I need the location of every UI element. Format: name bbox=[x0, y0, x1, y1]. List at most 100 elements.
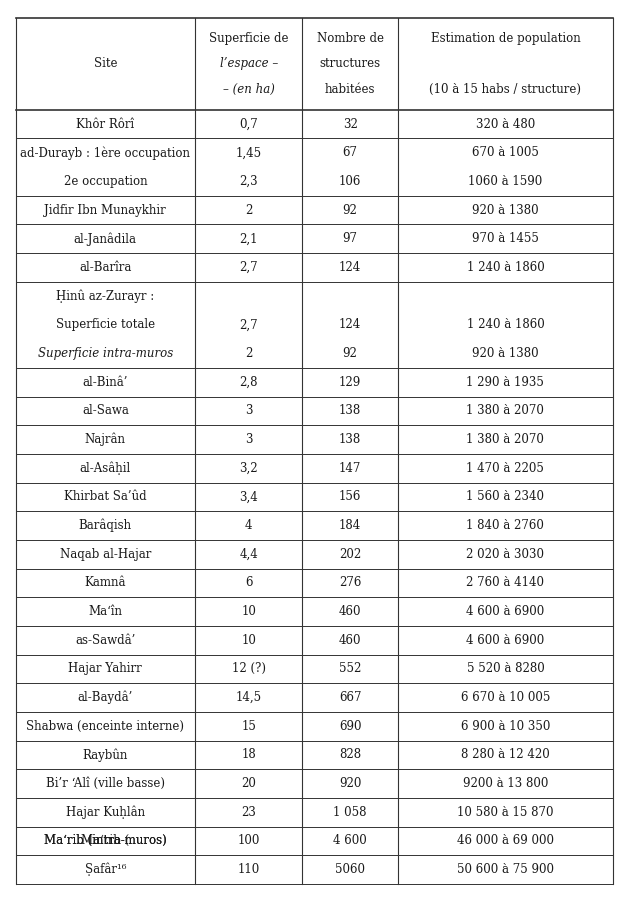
Text: Ṣafâr¹⁶: Ṣafâr¹⁶ bbox=[85, 863, 126, 877]
Text: 2,7: 2,7 bbox=[240, 261, 258, 274]
Text: ad-Durayb : 1ère occupation: ad-Durayb : 1ère occupation bbox=[20, 146, 191, 160]
Text: 8 280 à 12 420: 8 280 à 12 420 bbox=[461, 749, 550, 761]
Text: 2e occupation: 2e occupation bbox=[64, 175, 147, 188]
Text: 552: 552 bbox=[339, 662, 361, 676]
Text: 92: 92 bbox=[343, 204, 358, 216]
Text: 10: 10 bbox=[241, 634, 256, 647]
Text: 2 760 à 4140: 2 760 à 4140 bbox=[467, 576, 545, 589]
Text: Ma‘rib (intra-muros): Ma‘rib (intra-muros) bbox=[44, 834, 167, 848]
Text: 15: 15 bbox=[241, 720, 256, 732]
Text: al-Baydâ’: al-Baydâ’ bbox=[77, 691, 133, 704]
Text: al-Sawa: al-Sawa bbox=[82, 404, 129, 418]
Text: Najrân: Najrân bbox=[85, 433, 126, 446]
Text: al-Asâḥil: al-Asâḥil bbox=[80, 462, 131, 475]
Text: 1 058: 1 058 bbox=[334, 805, 367, 819]
Text: 3,4: 3,4 bbox=[240, 491, 258, 503]
Text: 138: 138 bbox=[339, 433, 361, 446]
Text: 920 à 1380: 920 à 1380 bbox=[472, 204, 539, 216]
Text: 667: 667 bbox=[339, 691, 361, 704]
Text: 4 600 à 6900: 4 600 à 6900 bbox=[466, 634, 545, 647]
Text: 124: 124 bbox=[339, 318, 361, 331]
Text: 100: 100 bbox=[238, 834, 260, 848]
Text: 202: 202 bbox=[339, 548, 361, 561]
Text: 10: 10 bbox=[241, 605, 256, 618]
Text: 9200 à 13 800: 9200 à 13 800 bbox=[463, 778, 548, 790]
Text: 1,45: 1,45 bbox=[236, 146, 262, 160]
Text: 3,2: 3,2 bbox=[240, 462, 258, 474]
Text: 4 600: 4 600 bbox=[333, 834, 367, 848]
Text: Barâqish: Barâqish bbox=[79, 519, 132, 532]
Text: 690: 690 bbox=[339, 720, 361, 732]
Text: al-Barîra: al-Barîra bbox=[79, 261, 131, 274]
Text: l’espace –: l’espace – bbox=[220, 58, 278, 70]
Text: 670 à 1005: 670 à 1005 bbox=[472, 146, 539, 160]
Text: Superficie de: Superficie de bbox=[209, 32, 288, 45]
Text: 828: 828 bbox=[339, 749, 361, 761]
Text: 67: 67 bbox=[343, 146, 358, 160]
Text: 138: 138 bbox=[339, 404, 361, 418]
Text: 1060 à 1590: 1060 à 1590 bbox=[469, 175, 542, 188]
Text: al-Binâ’: al-Binâ’ bbox=[82, 376, 128, 389]
Text: habitées: habitées bbox=[325, 83, 375, 97]
Text: 3: 3 bbox=[245, 433, 253, 446]
Text: Superficie intra-muros: Superficie intra-muros bbox=[38, 347, 173, 360]
Text: 1 380 à 2070: 1 380 à 2070 bbox=[467, 433, 544, 446]
Text: Naqab al-Hajar: Naqab al-Hajar bbox=[59, 548, 151, 561]
Text: 4: 4 bbox=[245, 519, 253, 532]
Text: 124: 124 bbox=[339, 261, 361, 274]
Text: 1 380 à 2070: 1 380 à 2070 bbox=[467, 404, 544, 418]
Text: Estimation de population: Estimation de population bbox=[431, 32, 580, 45]
Text: 147: 147 bbox=[339, 462, 361, 474]
Text: 920 à 1380: 920 à 1380 bbox=[472, 347, 539, 360]
Text: 129: 129 bbox=[339, 376, 361, 389]
Text: 106: 106 bbox=[339, 175, 361, 188]
Text: 5060: 5060 bbox=[335, 863, 365, 876]
Text: 1 470 à 2205: 1 470 à 2205 bbox=[467, 462, 544, 474]
Text: 156: 156 bbox=[339, 491, 361, 503]
Text: Ma‘rib (: Ma‘rib ( bbox=[81, 834, 129, 848]
Text: 970 à 1455: 970 à 1455 bbox=[472, 233, 539, 245]
Text: 184: 184 bbox=[339, 519, 361, 532]
Text: 460: 460 bbox=[339, 605, 361, 618]
Text: 10 580 à 15 870: 10 580 à 15 870 bbox=[457, 805, 553, 819]
Text: 276: 276 bbox=[339, 576, 361, 589]
Text: Ma‘în: Ma‘în bbox=[89, 605, 123, 618]
Text: Kamnâ: Kamnâ bbox=[85, 576, 126, 589]
Text: 4 600 à 6900: 4 600 à 6900 bbox=[466, 605, 545, 618]
Text: al-Janâdila: al-Janâdila bbox=[74, 232, 137, 245]
Text: as-Sawdâ’: as-Sawdâ’ bbox=[75, 634, 136, 647]
Text: Ma‘rib (intra-muros): Ma‘rib (intra-muros) bbox=[44, 834, 167, 848]
Text: 12 (?): 12 (?) bbox=[232, 662, 266, 676]
Text: Ḥinû az-Zurayr :: Ḥinû az-Zurayr : bbox=[56, 290, 155, 303]
Text: 6: 6 bbox=[245, 576, 253, 589]
Text: 1 240 à 1860: 1 240 à 1860 bbox=[467, 261, 544, 274]
Text: 20: 20 bbox=[241, 778, 256, 790]
Text: 46 000 à 69 000: 46 000 à 69 000 bbox=[457, 834, 554, 848]
Text: Jidfir Ibn Munaykhir: Jidfir Ibn Munaykhir bbox=[45, 204, 167, 216]
Text: Hajar Yahirr: Hajar Yahirr bbox=[69, 662, 142, 676]
Text: Hajar Kuḥlân: Hajar Kuḥlân bbox=[66, 805, 145, 819]
Text: 2 020 à 3030: 2 020 à 3030 bbox=[467, 548, 545, 561]
Text: 2,7: 2,7 bbox=[240, 318, 258, 331]
Text: 2: 2 bbox=[245, 204, 253, 216]
Text: 18: 18 bbox=[241, 749, 256, 761]
Text: 2: 2 bbox=[245, 347, 253, 360]
Text: Site: Site bbox=[93, 58, 117, 70]
Text: 92: 92 bbox=[343, 347, 358, 360]
Text: 1 240 à 1860: 1 240 à 1860 bbox=[467, 318, 544, 331]
Text: 50 600 à 75 900: 50 600 à 75 900 bbox=[457, 863, 554, 876]
Text: 2,1: 2,1 bbox=[240, 233, 258, 245]
Text: 23: 23 bbox=[241, 805, 256, 819]
Text: 320 à 480: 320 à 480 bbox=[476, 117, 535, 131]
Text: 1 840 à 2760: 1 840 à 2760 bbox=[467, 519, 544, 532]
Text: 97: 97 bbox=[343, 233, 358, 245]
Text: (10 à 15 habs / structure): (10 à 15 habs / structure) bbox=[430, 83, 581, 97]
Text: 2,8: 2,8 bbox=[240, 376, 258, 389]
Text: Superficie totale: Superficie totale bbox=[56, 318, 155, 331]
Text: Khôr Rôrî: Khôr Rôrî bbox=[76, 117, 134, 131]
Text: 1 290 à 1935: 1 290 à 1935 bbox=[467, 376, 544, 389]
Text: Khirbat Sa’ûd: Khirbat Sa’ûd bbox=[64, 491, 147, 503]
Text: 3: 3 bbox=[245, 404, 253, 418]
Text: structures: structures bbox=[319, 58, 381, 70]
Text: Nombre de: Nombre de bbox=[317, 32, 384, 45]
